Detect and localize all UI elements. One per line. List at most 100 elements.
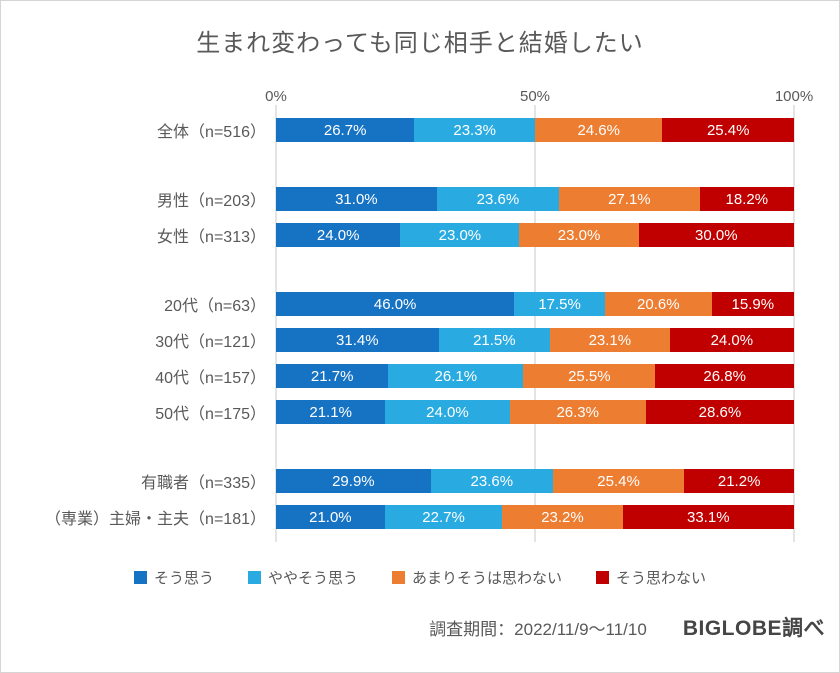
legend-item: あまりそうは思わない [392,567,562,588]
stacked-bar: 26.7% 23.3% 24.6% 25.4% [276,118,794,142]
bar-value-label: 15.9% [731,295,775,313]
row-label: （専業）主婦・主夫（n=181） [45,511,266,528]
bar-value-label: 31.0% [335,190,378,208]
bar-value-label: 25.4% [706,121,750,139]
row-label: 全体（n=516） [157,124,266,141]
bar-value-label: 33.1% [687,508,730,526]
bar-value-label: 31.4% [336,331,379,349]
bar-value-label: 23.0% [438,226,482,244]
chart-title: 生まれ変わっても同じ相手と結婚したい [196,30,644,57]
bar-value-label: 25.5% [568,367,611,385]
table-row: 全体（n=516） 26.7% 23.3% 24.6% 25.4% [1,118,794,142]
source-credit-text: BIGLOBE調べ [682,617,825,640]
row-label: 女性（n=313） [157,229,266,246]
bar-segment: 23.6% [430,469,553,493]
chart-area: 0% 50% 100% 全体（n=516） 26.7% 23.3% 24.6% 25.… [1,88,813,542]
bar-value-label: 23.2% [541,508,584,526]
table-row: 50代（n=175） 21.1% 24.0% 26.3% 28.6% [1,400,794,424]
bar-segment: 33.1% [622,505,794,529]
bar-segment: 24.0% [385,400,510,424]
bar-segment: 21.1% [276,400,386,424]
bar-segment: 20.6% [604,292,712,316]
bar-value-label: 23.6% [470,472,514,490]
bar-value-label: 24.0% [426,403,469,421]
x-axis-tick: 0% [265,88,287,105]
bar-segment: 24.0% [669,328,794,352]
stacked-bar: 21.7% 26.1% 25.5% 26.8% [276,364,794,388]
table-row: 男性（n=203） 31.0% 23.6% 27.1% 18.2% [1,187,794,211]
row-label: 20代（n=63） [164,298,266,315]
bar-segment: 23.2% [502,505,623,529]
row-label: 30代（n=121） [155,334,266,351]
bar-value-label: 27.1% [608,190,651,208]
bar-segment: 29.9% [276,469,431,493]
x-axis: 0% 50% 100% [265,88,813,106]
stacked-bar: 21.1% 24.0% 26.3% 28.6% [276,400,794,424]
bar-segment: 23.0% [519,223,639,247]
legend-label: そう思わない [616,570,707,587]
bar-segment: 26.7% [276,118,415,142]
bar-value-label: 26.3% [556,403,599,421]
bar-value-label: 28.6% [698,403,742,421]
stacked-bar: 31.0% 23.6% 27.1% 18.2% [276,187,794,211]
legend-label: ややそう思う [267,570,358,587]
bar-value-label: 22.7% [422,508,465,526]
bar-value-label: 24.0% [710,331,754,349]
table-row: 40代（n=157） 21.7% 26.1% 25.5% 26.8% [1,364,794,388]
legend-swatch [247,571,261,584]
bar-value-label: 21.5% [473,331,516,349]
bar-segment: 23.1% [550,328,670,352]
stacked-bar: 21.0% 22.7% 23.2% 33.1% [276,505,794,529]
bar-value-label: 24.0% [316,226,360,244]
bar-value-label: 21.2% [717,472,761,490]
bar-segment: 22.7% [384,505,503,529]
bar-segment: 21.2% [684,469,794,493]
legend-swatch [133,571,147,584]
legend-swatch [596,571,610,584]
bar-value-label: 26.7% [323,121,367,139]
bar-value-label: 23.6% [476,190,520,208]
bar-segment: 23.3% [414,118,535,142]
bar-segment: 23.6% [436,187,560,211]
bar-segment: 24.0% [276,223,401,247]
gridline-100pct [793,105,795,542]
bar-segment: 21.7% [276,364,389,388]
row-label: 有職者（n=335） [141,475,266,492]
x-axis-tick: 50% [519,88,551,105]
bar-value-label: 29.9% [332,472,375,490]
gridline-0pct [275,105,277,542]
table-row: 有職者（n=335） 29.9% 23.6% 25.4% 21.2% [1,469,794,493]
footer: 調査期間：2022/11/9～11/10 BIGLOBE調べ [1,612,825,642]
bar-segment: 21.0% [276,505,385,529]
bar-segment: 26.3% [509,400,646,424]
table-row: 20代（n=63） 46.0% 17.5% 20.6% 15.9% [1,292,794,316]
bar-segment: 25.4% [552,469,685,493]
bar-value-label: 21.7% [310,367,354,385]
bar-value-label: 30.0% [695,226,738,244]
bar-value-label: 23.3% [453,121,496,139]
bar-segment: 17.5% [514,292,605,316]
stacked-bar: 31.4% 21.5% 23.1% 24.0% [276,328,794,352]
table-row: （専業）主婦・主夫（n=181） 21.0% 22.7% 23.2% 33.1% [1,505,794,529]
gridlines [275,105,795,542]
bar-segment: 21.5% [438,328,551,352]
stacked-bar: 46.0% 17.5% 20.6% 15.9% [276,292,794,316]
bar-segment: 31.0% [276,187,437,211]
bar-value-label: 17.5% [538,295,581,313]
bar-value-label: 23.0% [557,226,601,244]
legend-item: ややそう思う [247,567,358,588]
bar-value-label: 18.2% [725,190,769,208]
bar-segment: 24.6% [535,118,663,142]
bar-value-label: 21.1% [309,403,352,421]
row-label: 男性（n=203） [157,193,266,210]
bar-value-label: 26.1% [434,367,478,385]
bar-segment: 15.9% [711,292,794,316]
bar-value-label: 46.0% [373,295,417,313]
bar-segment: 18.2% [699,187,794,211]
table-row: 30代（n=121） 31.4% 21.5% 23.1% 24.0% [1,328,794,352]
survey-period-text: 調査期間：2022/11/9～11/10 [429,619,647,639]
legend-label: あまりそうは思わない [412,570,563,587]
bar-value-label: 23.1% [588,331,632,349]
legend-label: そう思う [153,570,214,587]
